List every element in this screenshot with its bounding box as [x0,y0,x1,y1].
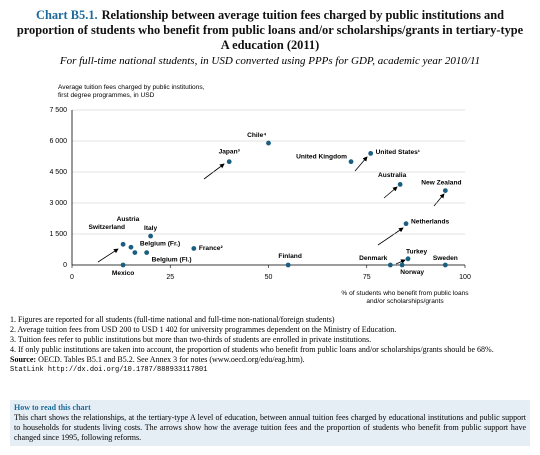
y-axis-label-line: Average tuition fees charged by public i… [58,84,205,91]
data-point [148,233,154,239]
data-point [387,262,393,268]
point-label: Australia [378,172,407,179]
point-label: Denmark [359,255,388,262]
point-label: Norway [400,269,424,276]
data-point [191,246,197,251]
point-label: New Zealand [421,179,461,186]
point-label: France² [199,245,224,252]
arrow [97,248,119,263]
how-to-read: How to read this chart This chart shows … [10,400,530,446]
y-tick-label: 3 000 [49,200,67,207]
x-tick-label: 75 [363,274,371,281]
data-point [285,262,291,268]
point-label: Austria [117,216,140,223]
data-point [120,241,126,247]
arrow [383,186,398,199]
data-point [120,262,126,268]
x-axis-label-line: % of students who benefit from public lo… [341,290,469,297]
statlink-url[interactable]: http://dx.doi.org/10.1787/888933117801 [47,366,208,374]
data-point [442,262,448,268]
note: 3. Tuition fees refer to public institut… [10,335,372,344]
source-label: Source: [10,355,37,364]
x-axis-label: % of students who benefit from public lo… [320,290,490,306]
note: 4. If only public institutions are taken… [10,345,494,354]
statlink: StatLink http://dx.doi.org/10.1787/88893… [10,365,530,375]
data-point [403,221,409,227]
point-label: Sweden [433,255,458,262]
data-point [397,182,403,187]
point-label: Japan³ [219,148,241,155]
title-text: Relationship between average tuition fee… [16,8,524,52]
arrow [377,227,404,246]
y-tick-label: 6 000 [49,138,67,145]
y-tick-label: 7 500 [49,107,67,114]
data-point [442,188,448,194]
point-label: Finland [278,253,301,260]
chart-label: Chart B5.1. [36,8,98,22]
data-point [144,250,150,256]
point-label: Netherlands [411,218,449,225]
point-label: United Kingdom [296,153,347,160]
point-label: Chile⁴ [247,132,266,139]
point-label: United States¹ [376,149,420,156]
arrow [433,193,445,207]
y-axis-label-line: first degree programmes, in USD [58,92,155,99]
statlink-label: StatLink [10,366,44,374]
y-axis-label: Average tuition fees charged by public i… [58,84,205,100]
note: 1. Figures are reported for all students… [10,315,335,324]
x-tick-label: 25 [166,274,174,281]
source-text: OECD. Tables B5.1 and B5.2. See Annex 3 … [38,355,305,364]
chart-title: Chart B5.1. Relationship between average … [15,8,525,53]
chart-subtitle: For full-time national students, in USD … [59,55,481,67]
data-point [128,244,134,250]
data-point [368,151,374,156]
y-tick-label: 1 500 [49,231,67,238]
arrow [354,156,368,172]
point-label: Switzerland [88,224,125,231]
y-tick-label: 0 [63,262,67,269]
notes: 1. Figures are reported for all students… [10,315,530,375]
x-tick-label: 100 [459,274,471,281]
point-label: Belgium (Fl.) [152,256,192,263]
how-to-read-text: This chart shows the relationships, at t… [14,413,526,442]
data-point [399,262,405,268]
data-point [266,140,271,146]
note: 2. Average tuition fees from USD 200 to … [10,325,397,334]
y-tick-label: 4 500 [49,169,67,176]
x-tick-label: 0 [70,274,74,281]
point-label: Italy [144,225,158,232]
point-label: Turkey [406,249,427,256]
change-arrows [97,156,445,265]
source: Source: OECD. Tables B5.1 and B5.2. See … [10,355,530,365]
how-to-read-heading: How to read this chart [14,403,91,412]
point-label: Belgium (Fr.) [140,240,180,247]
data-point [132,250,138,256]
arrow [203,163,225,180]
point-label: Mexico [112,270,134,277]
data-point [405,256,411,262]
x-axis-label-line: and/or scholarships/grants [366,298,444,305]
data-point [348,159,354,165]
x-tick-label: 50 [265,274,273,281]
data-point [226,159,232,165]
arrow [395,259,406,265]
